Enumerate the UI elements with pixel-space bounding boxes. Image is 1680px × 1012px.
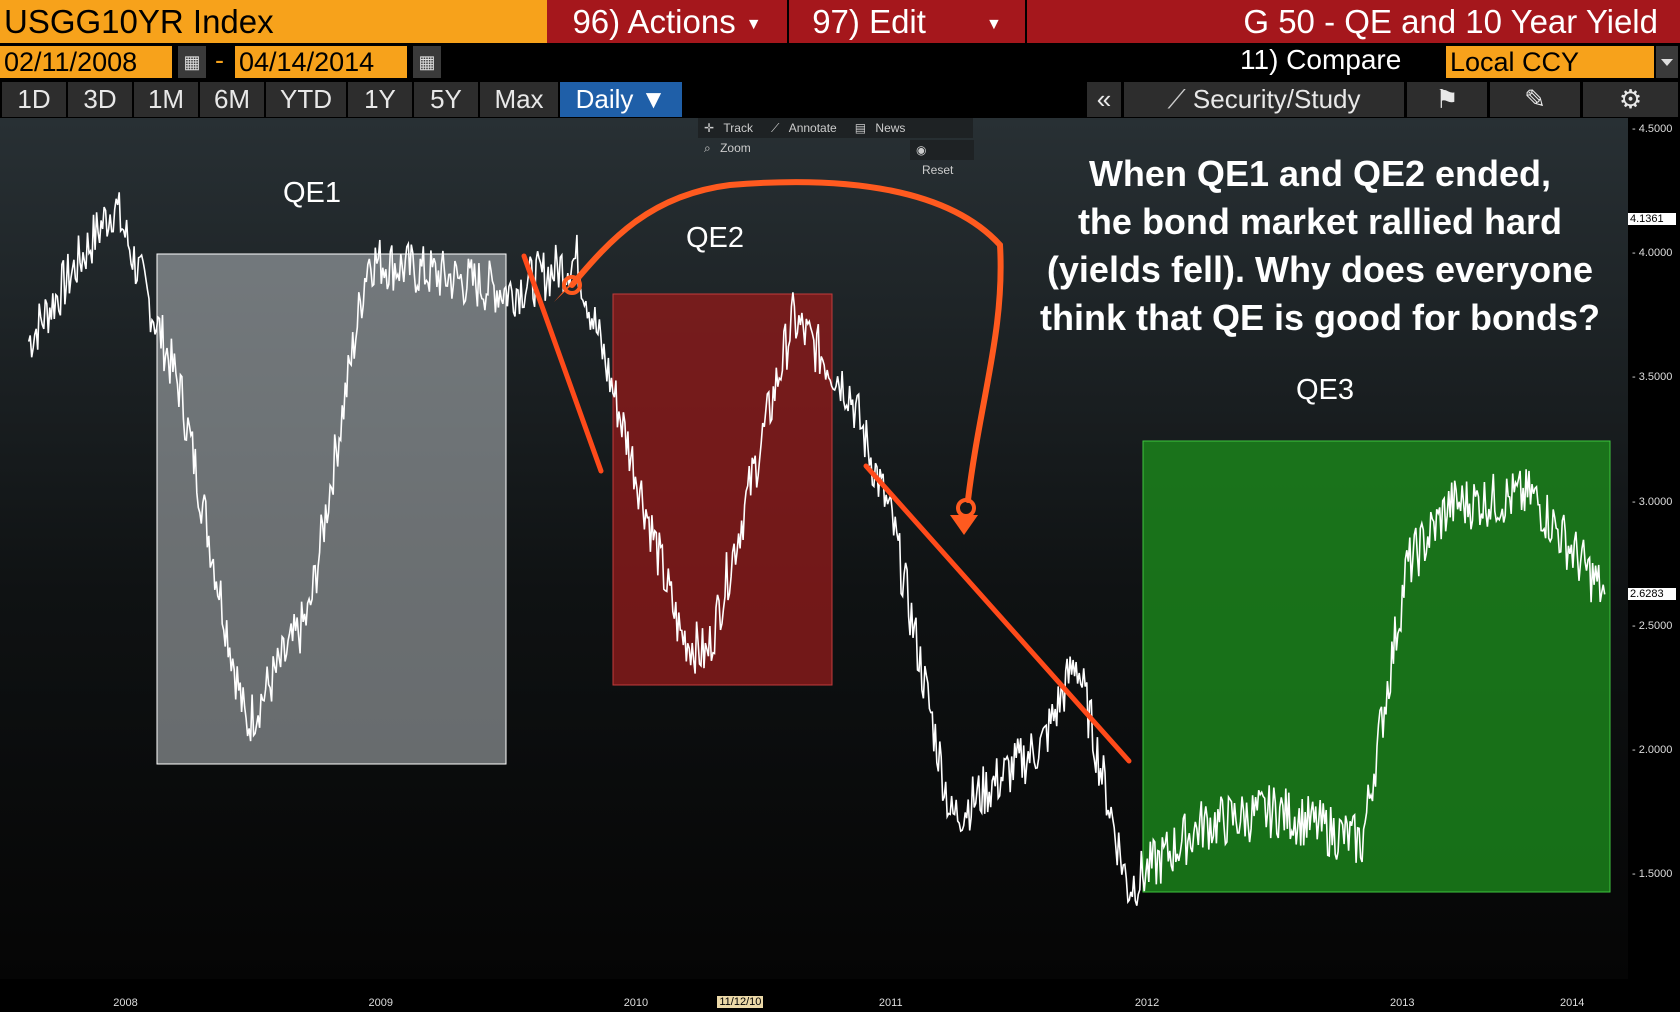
calendar-icon[interactable]: ▦ xyxy=(178,46,206,78)
y-tick-label: - 2.5000 xyxy=(1632,619,1673,632)
curved-arrow-left xyxy=(569,179,1003,288)
annotation-line: think that QE is good for bonds? xyxy=(1040,297,1600,338)
end-date-field[interactable]: 04/14/2014 xyxy=(235,46,407,78)
edit-chart-icon[interactable]: ✎ xyxy=(1490,82,1580,117)
edit-button[interactable]: 97) Edit ▼ xyxy=(789,0,1025,43)
bookmark-icon[interactable]: ⚑ xyxy=(1407,82,1487,117)
curved-arrow-down xyxy=(965,242,1004,503)
y-tick-label: - 4.5000 xyxy=(1632,123,1673,135)
start-date-field[interactable]: 02/11/2008 xyxy=(0,46,172,78)
y-tick-label: - 3.5000 xyxy=(1632,371,1673,384)
annotate-label: Annotate xyxy=(788,121,837,135)
arrow-line-qe2 xyxy=(863,463,1132,764)
y-tick-label: - 3.0000 xyxy=(1632,495,1673,508)
chart-toolbar: ✛ Track ⟋ Annotate ▤ News ⌕ Zoom xyxy=(698,118,973,155)
line-chart-icon: ⟋ xyxy=(1167,84,1186,114)
qe1-label: QE1 xyxy=(283,177,342,209)
annotation-arrows xyxy=(521,179,1132,764)
qe2-label: QE2 xyxy=(686,222,745,254)
arrow-line-qe1 xyxy=(521,253,604,474)
caret-down-icon: ▼ xyxy=(745,15,762,33)
arrow-node-icon xyxy=(562,275,582,295)
range-5y[interactable]: 5Y xyxy=(414,82,478,117)
reset-label: Reset xyxy=(922,163,954,177)
y-axis xyxy=(1628,118,1680,979)
last-value-label: 2.6283 xyxy=(1628,587,1676,600)
x-tick-label: 2013 xyxy=(1390,997,1415,1009)
news-label: News xyxy=(875,121,906,135)
annotate-button[interactable]: ⟋ Annotate xyxy=(765,118,849,138)
news-button[interactable]: ▤ News xyxy=(849,118,918,138)
frequency-select[interactable]: Daily ▼ xyxy=(560,82,682,117)
security-study-button[interactable]: ⟋ Security/Study xyxy=(1124,82,1404,117)
qe1-zone xyxy=(156,253,507,765)
range-3d[interactable]: 3D xyxy=(68,82,132,117)
actions-label: 96) Actions xyxy=(572,3,736,40)
arrowhead-icon xyxy=(950,515,978,535)
x-axis xyxy=(0,979,1680,1012)
collapse-button[interactable]: « xyxy=(1087,82,1121,117)
annotation-line: (yields fell). Why does everyone xyxy=(1046,249,1594,290)
chevron-down-icon[interactable] xyxy=(1656,46,1678,78)
range-6m[interactable]: 6M xyxy=(200,82,264,117)
track-label: Track xyxy=(723,121,753,135)
x-tick-label: 11/12/10 xyxy=(717,996,764,1008)
zoom-button[interactable]: ⌕ Zoom xyxy=(698,138,763,158)
yield-line xyxy=(27,192,1606,906)
currency-select[interactable]: Local CCY xyxy=(1446,46,1654,78)
calendar-icon[interactable]: ▦ xyxy=(413,46,441,78)
security-study-label: Security/Study xyxy=(1192,84,1361,114)
x-tick-label: 2012 xyxy=(1134,997,1160,1009)
y-tick-label: - 2.0000 xyxy=(1632,743,1673,756)
x-tick-label: 2009 xyxy=(368,997,393,1009)
range-1y[interactable]: 1Y xyxy=(348,82,412,117)
arrow-node-icon xyxy=(956,498,976,518)
x-tick-label: 2014 xyxy=(1559,997,1585,1009)
x-tick-label: 2010 xyxy=(623,997,649,1009)
date-separator: - xyxy=(215,45,224,75)
x-tick-label: 2011 xyxy=(878,997,903,1009)
ticker-field[interactable]: USGG10YR Index xyxy=(0,0,547,43)
range-1m[interactable]: 1M xyxy=(134,82,198,117)
compare-button[interactable]: 11) Compare xyxy=(1240,44,1402,75)
range-ytd[interactable]: YTD xyxy=(266,82,346,117)
reset-button[interactable]: ◉ Reset xyxy=(910,140,974,177)
actions-button[interactable]: 96) Actions ▼ xyxy=(547,0,787,43)
track-button[interactable]: ✛ Track xyxy=(698,118,765,138)
qe2-zone xyxy=(612,293,833,686)
range-1d[interactable]: 1D xyxy=(2,82,66,117)
marker-value-label: 4.1361 xyxy=(1628,213,1676,226)
y-tick-label: - 4.0000 xyxy=(1632,247,1673,260)
x-tick-label: 2008 xyxy=(113,997,138,1009)
annotation-line: When QE1 and QE2 ended, xyxy=(1088,153,1552,194)
qe3-label: QE3 xyxy=(1296,374,1355,406)
annotation-text: When QE1 and QE2 ended, the bond market … xyxy=(1000,150,1640,342)
range-max[interactable]: Max xyxy=(480,82,558,117)
page-title: G 50 - QE and 10 Year Yield xyxy=(1027,0,1680,43)
y-tick-label: - 1.5000 xyxy=(1632,868,1673,880)
caret-down-icon: ▼ xyxy=(985,15,1002,33)
qe3-zone xyxy=(1142,440,1611,893)
annotation-line: the bond market rallied hard xyxy=(1077,201,1563,242)
gear-icon[interactable]: ⚙ xyxy=(1583,82,1678,117)
zoom-label: Zoom xyxy=(720,141,751,155)
edit-label: 97) Edit xyxy=(812,3,926,40)
